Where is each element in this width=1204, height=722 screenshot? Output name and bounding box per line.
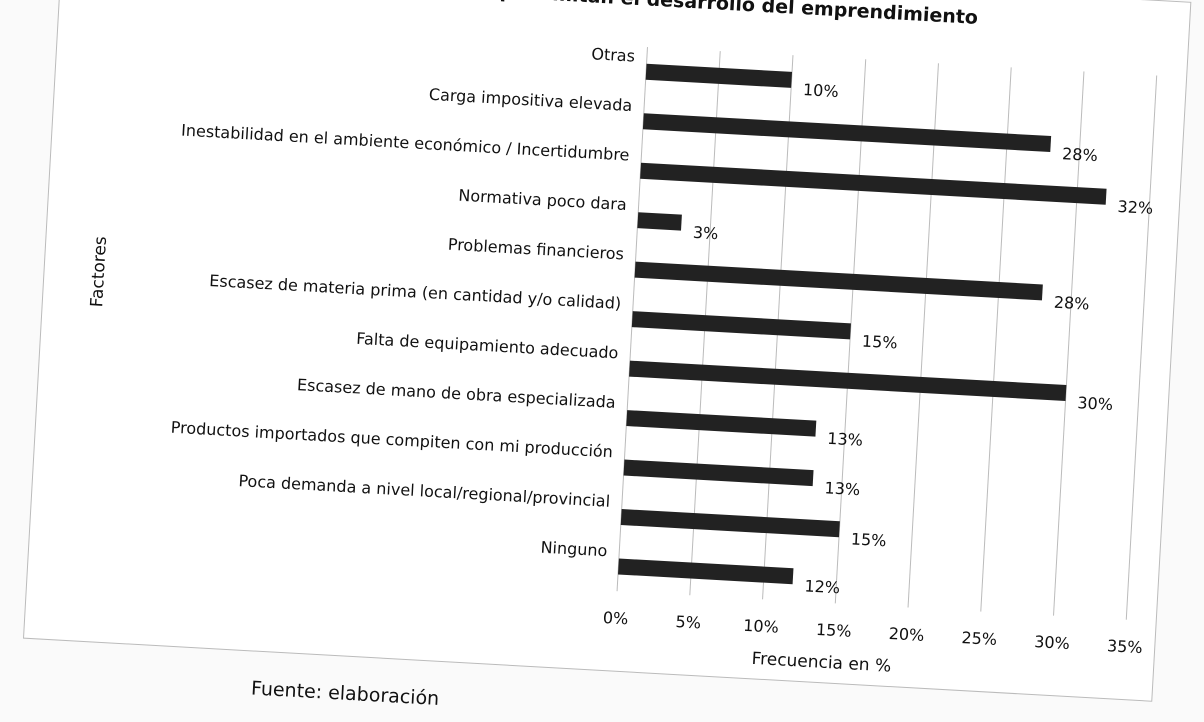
value-label: 32% (1117, 197, 1154, 218)
value-label: 15% (850, 529, 887, 550)
x-tick-label: 10% (743, 616, 780, 637)
x-tick-label: 15% (816, 620, 853, 641)
x-tick-label: 35% (1106, 636, 1143, 657)
grid-line (1125, 75, 1158, 620)
value-label: 13% (827, 429, 864, 450)
value-label: 28% (1053, 293, 1090, 314)
bar (620, 509, 840, 538)
bar (617, 558, 794, 585)
bar (642, 113, 1052, 153)
grid-line (980, 67, 1012, 612)
value-label: 13% (824, 478, 861, 499)
y-axis-title: Factores (87, 236, 111, 308)
x-tick-label: 30% (1034, 632, 1071, 653)
value-label: 28% (1062, 144, 1099, 165)
value-label: 15% (861, 331, 898, 352)
bar (637, 212, 682, 231)
bar (640, 162, 1107, 205)
bar (629, 360, 1067, 401)
x-tick-label: 20% (888, 624, 925, 645)
y-tick-label: Ninguno (540, 538, 608, 561)
chart-body: es que limitan el desarrollo del emprend… (22, 0, 1192, 710)
x-tick-label: 5% (675, 612, 701, 632)
x-tick-label: 25% (961, 628, 998, 649)
bar (626, 410, 817, 437)
grid-line (1053, 71, 1085, 616)
value-label: 3% (692, 223, 718, 243)
value-label: 10% (803, 80, 840, 101)
grid-line (907, 63, 939, 608)
value-label: 12% (804, 576, 841, 597)
source-note: Fuente: elaboración (250, 677, 439, 709)
bar (645, 63, 793, 88)
x-tick-label: 0% (602, 608, 628, 628)
bar (634, 261, 1043, 301)
bar (623, 459, 814, 487)
value-label: 30% (1077, 393, 1114, 414)
y-tick-label: Otras (591, 44, 636, 65)
bar (631, 311, 851, 340)
